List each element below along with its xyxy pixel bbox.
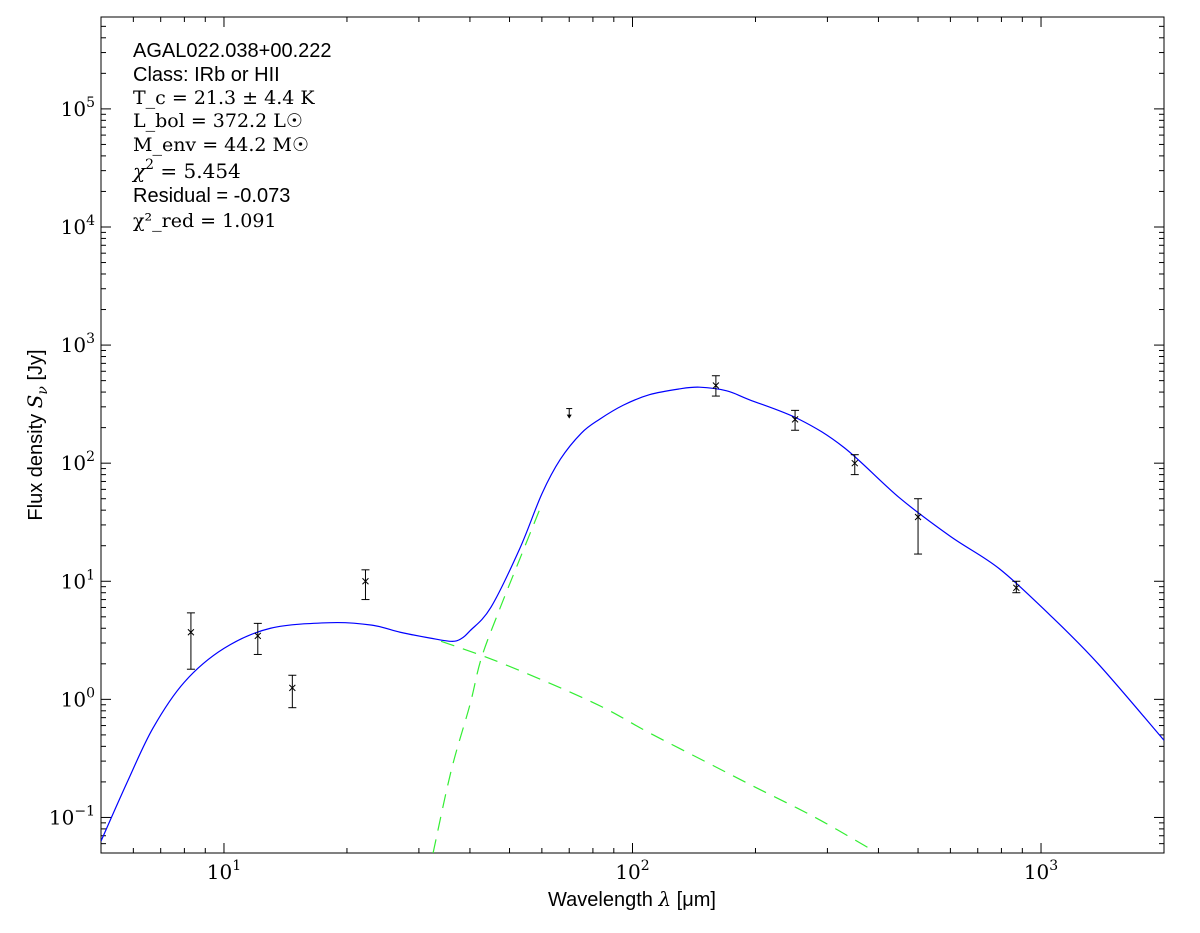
model-curves xyxy=(101,386,1164,853)
tick-exp: 5 xyxy=(86,95,95,111)
data-point xyxy=(850,454,859,476)
x-marker xyxy=(791,415,799,423)
tick-exp: 4 xyxy=(86,213,95,229)
y-axis-label: Flux density Sν [Jy] xyxy=(23,349,51,520)
tick-base: 10 xyxy=(207,860,232,884)
tick-exp: 3 xyxy=(1049,858,1058,874)
arrow-down-icon xyxy=(566,414,572,419)
annotation-line: AGAL022.038+00.222 xyxy=(133,40,332,62)
x-marker xyxy=(254,632,262,640)
y-tick-label: 104 xyxy=(61,213,95,239)
y-tick-label: 10−1 xyxy=(49,803,95,829)
annotation-line: Residual = -0.073 xyxy=(133,185,290,207)
annotation-line: M_env = 44.2 M☉ xyxy=(133,134,309,156)
annotation-line: χ²_red = 1.091 xyxy=(133,210,277,232)
data-point xyxy=(1012,580,1021,594)
y-tick-label: 100 xyxy=(61,685,95,711)
x-marker xyxy=(712,382,720,389)
total-model-curve xyxy=(101,386,1164,842)
math-sup: 2 xyxy=(145,157,154,173)
component-curve xyxy=(440,640,875,852)
data-point xyxy=(288,674,297,709)
data-point xyxy=(914,498,923,555)
tick-exp: 0 xyxy=(86,685,95,701)
x-axis-label: Wavelength λ [μm] xyxy=(548,887,716,911)
y-tick-label: 101 xyxy=(61,567,95,593)
y-tick-label: 105 xyxy=(61,95,95,121)
data-point xyxy=(711,375,720,397)
data-points xyxy=(186,375,1021,709)
x-marker xyxy=(914,513,922,521)
tick-exp: 2 xyxy=(86,449,95,465)
tick-base: 10 xyxy=(615,860,640,884)
tick-exp: 1 xyxy=(232,858,241,874)
tick-exp: −1 xyxy=(74,803,95,819)
tick-exp: 2 xyxy=(641,858,650,874)
tick-base: 10 xyxy=(61,687,86,711)
tick-exp: 3 xyxy=(86,331,95,347)
x-marker xyxy=(288,684,296,692)
tick-base: 10 xyxy=(61,569,86,593)
y-tick-label: 103 xyxy=(61,331,95,357)
math-rest: = 5.454 xyxy=(154,159,241,183)
data-point xyxy=(186,612,195,670)
component-curve xyxy=(432,503,543,853)
tick-base: 10 xyxy=(49,805,74,829)
x-tick-label: 103 xyxy=(1024,858,1058,884)
math-symbol: χ xyxy=(131,159,147,183)
x-tick-label: 102 xyxy=(615,858,649,884)
data-point xyxy=(361,569,370,601)
y-tick-label: 102 xyxy=(61,449,95,475)
data-point xyxy=(253,622,262,655)
x-marker xyxy=(187,628,195,636)
annotation-line: χ2 = 5.454 xyxy=(131,157,241,183)
annotation-line: Class: IRb or HII xyxy=(133,64,280,86)
tick-base: 10 xyxy=(61,333,86,357)
x-marker xyxy=(362,577,369,585)
tick-base: 10 xyxy=(1024,860,1049,884)
annotation-line: L_bol = 372.2 L☉ xyxy=(133,110,303,132)
annotation-line: T_c = 21.3 ± 4.4 K xyxy=(133,87,315,109)
x-marker xyxy=(1012,584,1020,592)
upper-limit xyxy=(566,408,573,419)
data-point xyxy=(791,409,800,431)
plot-frame xyxy=(100,16,1165,854)
tick-base: 10 xyxy=(61,451,86,475)
tick-base: 10 xyxy=(61,97,86,121)
x-marker xyxy=(851,459,859,467)
tick-exp: 1 xyxy=(86,567,95,583)
tick-base: 10 xyxy=(61,215,86,239)
x-tick-label: 101 xyxy=(207,858,241,884)
